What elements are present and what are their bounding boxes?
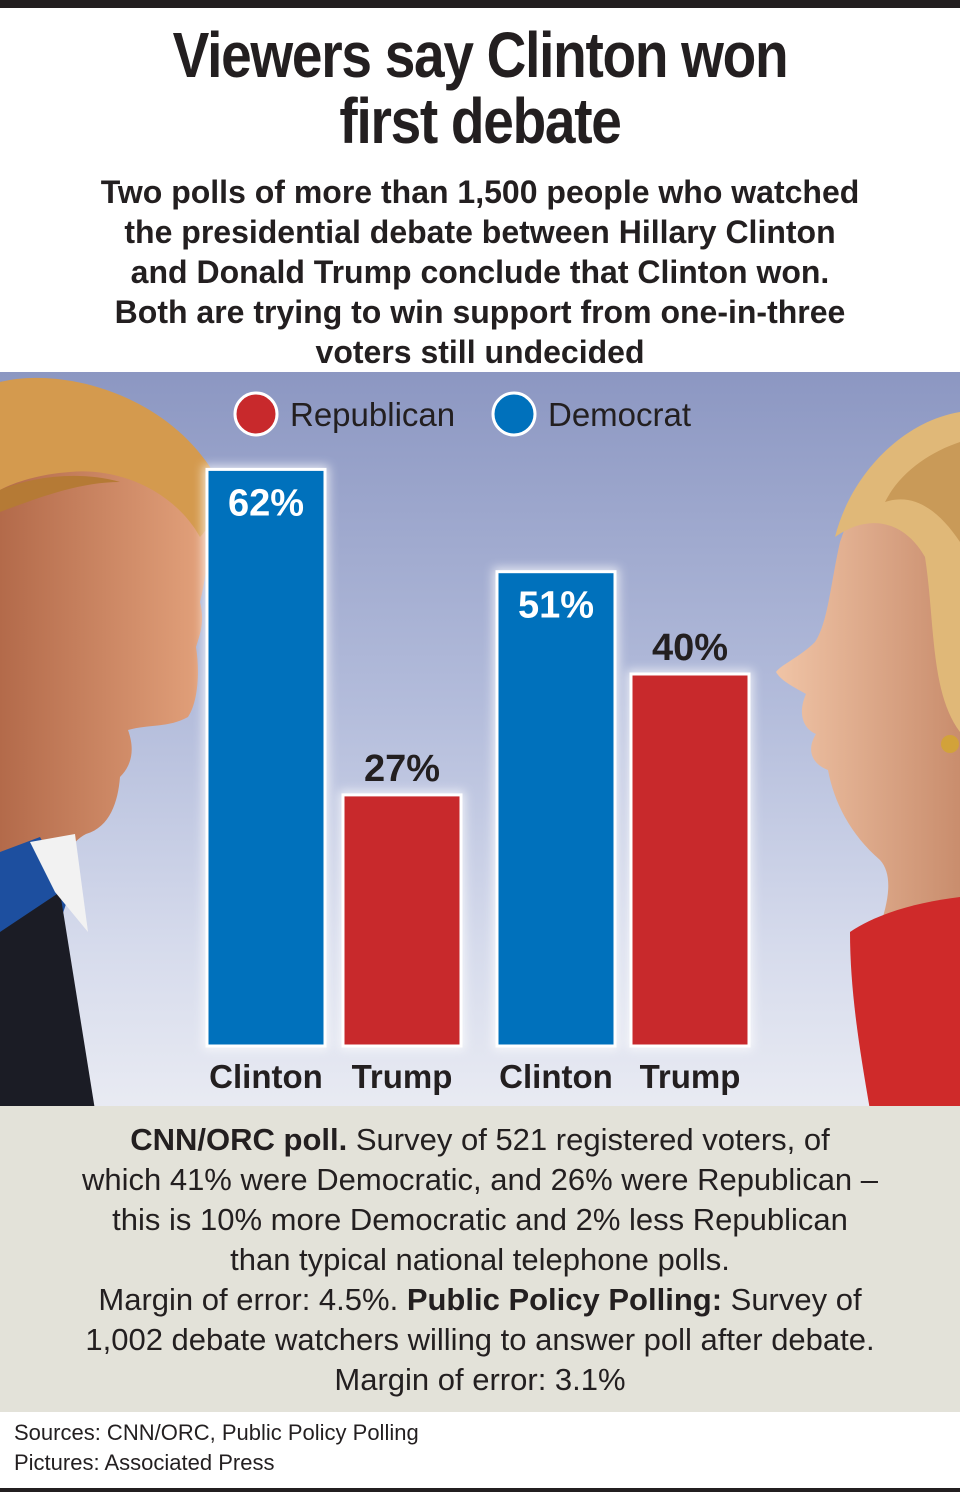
title-line-1: Viewers say Clinton won bbox=[172, 19, 789, 91]
note-line-1: CNN/ORC poll. Survey of 521 registered v… bbox=[0, 1120, 960, 1160]
note-line-7: Margin of error: 3.1% bbox=[334, 1362, 626, 1397]
value-label-trump-poll-2: 40% bbox=[652, 627, 728, 669]
chart-area: Republican Democrat 62% Clinton 27% Trump 51… bbox=[0, 372, 960, 1110]
subtitle-line-3: and Donald Trump conclude that Clinton w… bbox=[130, 254, 830, 290]
right-portrait bbox=[776, 412, 960, 1110]
bars-layer: 62% Clinton 27% Trump 51% Clinton 40% Trump bbox=[203, 465, 753, 1095]
note-line-3: this is 10% more Democratic and 2% less … bbox=[112, 1202, 848, 1237]
bottom-rule bbox=[0, 1488, 960, 1492]
bar-clinton-poll-2 bbox=[495, 570, 617, 1048]
title-line-2: first debate bbox=[339, 85, 621, 157]
bar-trump-poll-2 bbox=[629, 672, 751, 1048]
legend-democrat-label: Democrat bbox=[548, 396, 691, 433]
category-label-clinton-poll-2: Clinton bbox=[499, 1058, 613, 1095]
value-label-trump-poll-1: 27% bbox=[364, 748, 440, 790]
category-label-clinton-poll-1: Clinton bbox=[209, 1058, 323, 1095]
value-label-clinton-poll-1: 62% bbox=[228, 482, 304, 524]
legend-democrat-swatch bbox=[491, 391, 537, 437]
bar-clinton-poll-1 bbox=[205, 467, 327, 1048]
poll-notes: CNN/ORC poll. Survey of 521 registered v… bbox=[0, 1106, 960, 1412]
note-line-2: which 41% were Democratic, and 26% were … bbox=[81, 1162, 879, 1197]
sources-credit: Sources: CNN/ORC, Public Policy Polling … bbox=[14, 1418, 944, 1478]
cnn-orc-heading: CNN/ORC poll. bbox=[130, 1122, 348, 1157]
bar-chart: Republican Democrat 62% Clinton 27% Trump 51… bbox=[0, 377, 960, 1110]
note-line-5-text: Survey of bbox=[722, 1282, 862, 1317]
category-label-trump-poll-1: Trump bbox=[352, 1058, 453, 1095]
subtitle-line-5: voters still undecided bbox=[315, 334, 645, 370]
value-label-clinton-poll-2: 51% bbox=[518, 585, 594, 627]
bar-trump-poll-1 bbox=[341, 793, 463, 1048]
legend: Republican Democrat bbox=[233, 391, 691, 437]
top-rule bbox=[0, 0, 960, 8]
legend-republican-label: Republican bbox=[290, 396, 455, 433]
note-line-6: 1,002 debate watchers willing to answer … bbox=[85, 1322, 875, 1357]
subtitle-line-4: Both are trying to win support from one-… bbox=[114, 294, 846, 330]
subtitle-line-2: the presidential debate between Hillary … bbox=[124, 214, 836, 250]
chart-title: Viewers say Clinton won first debate bbox=[67, 22, 893, 154]
note-line-5-start: Margin of error: 4.5%. bbox=[98, 1282, 407, 1317]
legend-republican-swatch bbox=[233, 391, 279, 437]
note-line-4: than typical national telephone polls. bbox=[230, 1242, 730, 1277]
ppp-heading: Public Policy Polling: bbox=[406, 1282, 723, 1317]
note-line-1-text: Survey of 521 registered voters, of bbox=[347, 1122, 830, 1157]
category-label-trump-poll-2: Trump bbox=[640, 1058, 741, 1095]
note-line-5: Margin of error: 4.5%. Public Policy Pol… bbox=[0, 1280, 960, 1320]
left-portrait bbox=[0, 377, 216, 1110]
subtitle-line-1: Two polls of more than 1,500 people who … bbox=[100, 174, 860, 210]
sources-line: Sources: CNN/ORC, Public Policy Polling bbox=[14, 1420, 419, 1445]
pictures-credit-line: Pictures: Associated Press bbox=[14, 1450, 275, 1475]
chart-subtitle: Two polls of more than 1,500 people who … bbox=[20, 172, 940, 372]
